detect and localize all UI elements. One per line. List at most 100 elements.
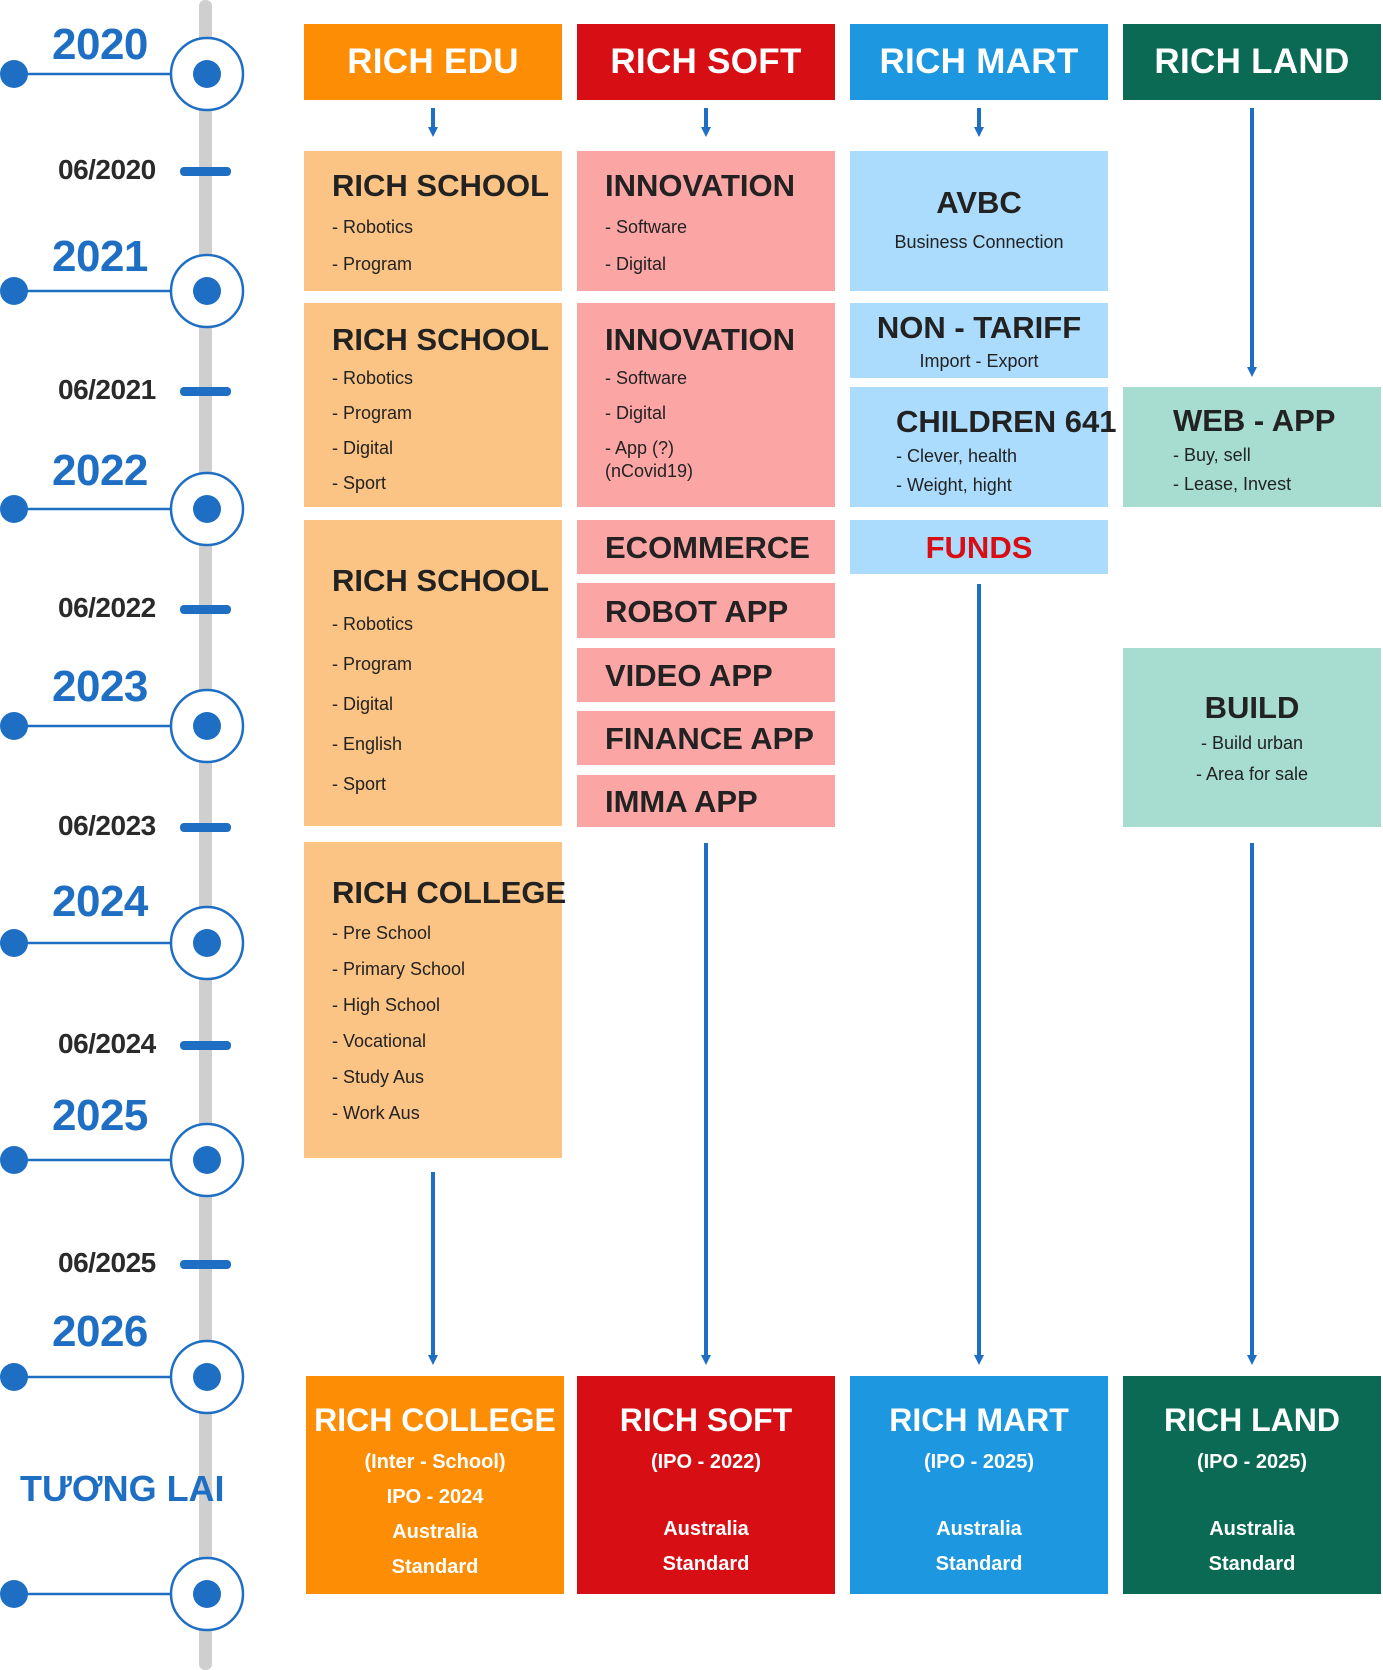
- final-line: (IPO - 2025): [923, 1451, 1035, 1473]
- month-tick: [180, 167, 231, 176]
- card-item: - High School: [332, 995, 441, 1015]
- card-item: - Robotics: [332, 217, 414, 237]
- card-title: INNOVATION: [605, 322, 796, 357]
- card-item: - English: [332, 734, 403, 754]
- card-item: - Primary School: [332, 959, 466, 979]
- card-ecommerce: ECOMMERCE: [577, 520, 835, 574]
- final-rich-land: RICH LAND (IPO - 2025) Australia Standar…: [1123, 1376, 1381, 1594]
- year-marker-future: [0, 1556, 245, 1632]
- month-tick: [180, 605, 231, 614]
- month-label-06-2020: 06/2020: [58, 154, 156, 185]
- card-item: - Program: [332, 403, 413, 423]
- timeline-year-markers: [0, 36, 245, 1632]
- month-label-06-2023: 06/2023: [58, 810, 156, 841]
- header-rich-soft: RICH SOFT: [577, 24, 835, 100]
- month-label-06-2021: 06/2021: [58, 374, 156, 405]
- card-title: WEB - APP: [1173, 403, 1336, 438]
- year-label-2020: 2020: [52, 20, 148, 69]
- card-title: RICH COLLEGE: [332, 875, 567, 910]
- card-item: - Study Aus: [332, 1067, 425, 1087]
- final-line: Australia: [1209, 1518, 1295, 1540]
- card-item: - Digital: [605, 403, 667, 423]
- year-marker-2024: [0, 905, 245, 981]
- card-item: - Program: [332, 254, 413, 274]
- card-video-app: VIDEO APP: [577, 648, 835, 702]
- year-label-2021: 2021: [52, 232, 148, 281]
- final-line: Standard: [391, 1556, 479, 1578]
- year-label-2022: 2022: [52, 446, 148, 495]
- month-label-06-2025: 06/2025: [58, 1247, 156, 1278]
- card-title: NON - TARIFF: [876, 310, 1082, 345]
- year-marker-2022: [0, 471, 245, 547]
- timeline-graphic: [0, 0, 245, 1670]
- card-item: - Area for sale: [1195, 764, 1309, 784]
- final-rich-college: RICH COLLEGE (Inter - School) IPO - 2024…: [306, 1376, 564, 1594]
- final-line: (Inter - School): [364, 1451, 506, 1473]
- card-rich-school-3: RICH SCHOOL - Robotics - Program - Digit…: [304, 520, 562, 826]
- card-subtitle: Import - Export: [919, 351, 1039, 371]
- final-rich-mart: RICH MART (IPO - 2025) Australia Standar…: [850, 1376, 1108, 1594]
- month-label-06-2022: 06/2022: [58, 592, 156, 623]
- card-build: BUILD - Build urban - Area for sale: [1123, 648, 1381, 827]
- year-label-2025: 2025: [52, 1091, 148, 1140]
- final-line: Standard: [1208, 1553, 1296, 1575]
- final-title: RICH COLLEGE: [314, 1402, 556, 1438]
- card-item: - Lease, Invest: [1173, 474, 1292, 494]
- timeline-month-ticks: [180, 167, 231, 1269]
- final-line: IPO - 2024: [386, 1486, 484, 1508]
- card-title: CHILDREN 641: [896, 404, 1117, 439]
- card-avbc: AVBC Business Connection: [850, 151, 1108, 291]
- header-rich-mart: RICH MART: [850, 24, 1108, 100]
- month-tick: [180, 1260, 231, 1269]
- final-rich-soft: RICH SOFT (IPO - 2022) Australia Standar…: [577, 1376, 835, 1594]
- year-label-2026: 2026: [52, 1307, 148, 1356]
- timeline-track: [199, 0, 212, 1670]
- card-item: - Robotics: [332, 614, 414, 634]
- card-item: - Sport: [332, 473, 387, 493]
- card-rich-school-1: RICH SCHOOL - Robotics - Program: [304, 151, 562, 291]
- header-rich-edu: RICH EDU: [304, 24, 562, 100]
- year-marker-2026: [0, 1339, 245, 1415]
- card-children-641: CHILDREN 641 - Clever, health - Weight, …: [850, 387, 1117, 507]
- month-tick: [180, 823, 231, 832]
- final-line: Standard: [935, 1553, 1023, 1575]
- final-title: RICH MART: [889, 1402, 1069, 1438]
- card-item: - Work Aus: [332, 1103, 420, 1123]
- card-item: - Digital: [332, 694, 394, 714]
- card-title: INNOVATION: [605, 168, 796, 203]
- final-line: Australia: [392, 1521, 478, 1543]
- card-rich-school-2: RICH SCHOOL - Robotics - Program - Digit…: [304, 303, 562, 507]
- card-item: - Sport: [332, 774, 387, 794]
- month-tick: [180, 387, 231, 396]
- year-marker-2023: [0, 688, 245, 764]
- card-innovation-2: INNOVATION - Software - Digital - App (?…: [577, 303, 835, 507]
- card-item: - Pre School: [332, 923, 432, 943]
- final-title: RICH LAND: [1164, 1402, 1340, 1438]
- card-item: - Software: [605, 217, 688, 237]
- card-item: - Build urban: [1200, 733, 1304, 753]
- card-item: - Software: [605, 368, 688, 388]
- card-item: - Program: [332, 654, 413, 674]
- card-item: - Digital: [332, 438, 394, 458]
- card-non-tariff: NON - TARIFF Import - Export: [850, 303, 1108, 378]
- card-finance-app: FINANCE APP: [577, 711, 835, 765]
- card-item: - Vocational: [332, 1031, 427, 1051]
- card-robot-app: ROBOT APP: [577, 583, 835, 638]
- final-line: (IPO - 2022): [650, 1451, 762, 1473]
- year-label-2023: 2023: [52, 662, 148, 711]
- month-label-06-2024: 06/2024: [58, 1028, 156, 1059]
- card-item: - Buy, sell: [1173, 445, 1251, 465]
- final-line: Australia: [936, 1518, 1022, 1540]
- card-subtitle: Business Connection: [894, 232, 1064, 252]
- card-title: RICH SCHOOL: [332, 563, 549, 598]
- card-title: AVBC: [936, 185, 1022, 220]
- year-marker-2021: [0, 253, 245, 329]
- card-title: BUILD: [1204, 690, 1300, 725]
- card-rich-college: RICH COLLEGE - Pre School - Primary Scho…: [304, 842, 567, 1158]
- final-line: Australia: [663, 1518, 749, 1540]
- card-item: - Robotics: [332, 368, 414, 388]
- card-title: RICH SCHOOL: [332, 168, 549, 203]
- year-marker-2025: [0, 1122, 245, 1198]
- card-item: - Digital: [605, 254, 667, 274]
- year-marker-2020: [0, 36, 245, 112]
